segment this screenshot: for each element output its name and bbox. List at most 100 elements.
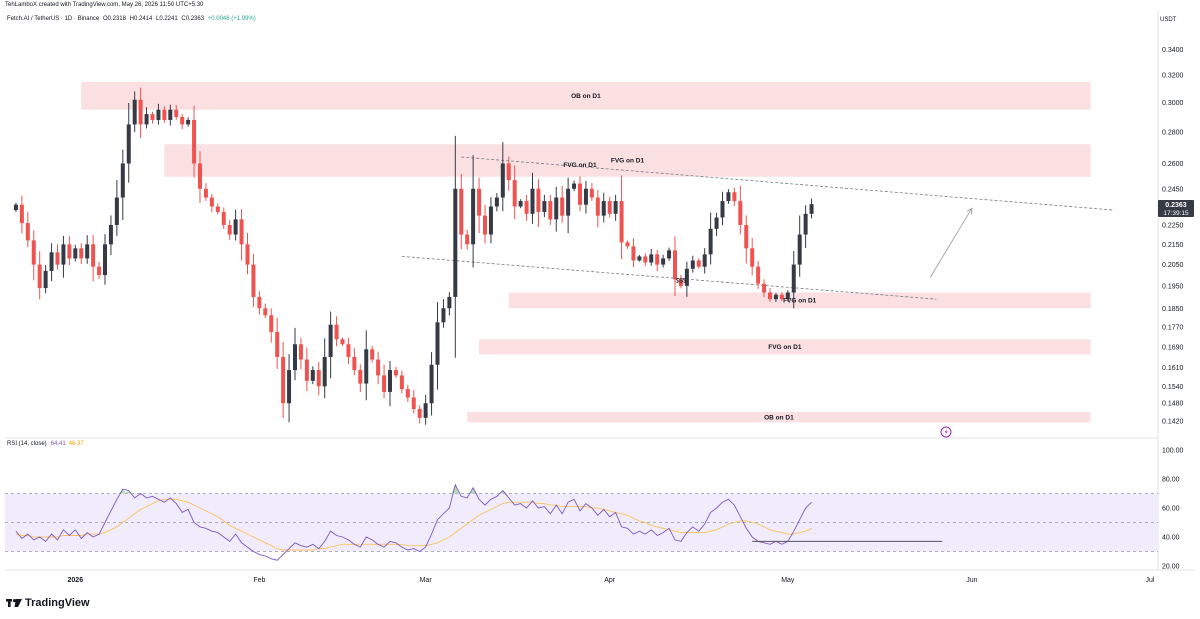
candle-52 (322, 356, 327, 387)
candle-53 (328, 324, 333, 357)
price-axis[interactable]: 0.1420 0.1480 0.1540 0.1610 0.1690 0.1770 0.18… (1162, 47, 1184, 426)
zone-label-3: FVG on D1 (768, 344, 802, 351)
candle-105 (637, 256, 642, 261)
zone-label-1: FVG on D1 (611, 158, 645, 165)
zone-label-2: FVG on D1 (783, 298, 817, 305)
candles-layer[interactable] (13, 87, 814, 425)
candle-113 (684, 268, 689, 286)
chart-credit: TehLamboX created with TradingView.com, … (5, 2, 204, 8)
candle-75 (459, 188, 464, 235)
candle-35 (221, 211, 226, 225)
candle-63 (388, 370, 392, 392)
time-tick-3: Apr (604, 577, 616, 584)
candle-89 (542, 201, 547, 212)
candle-92 (560, 197, 565, 216)
candle-38 (239, 219, 244, 245)
candle-56 (346, 344, 351, 357)
candle-60 (370, 349, 375, 360)
candle-123 (744, 224, 749, 249)
candle-25 (162, 109, 167, 120)
candle-29 (186, 119, 191, 125)
candle-3 (31, 240, 36, 265)
rsi-tick-4: 20.00 (1162, 564, 1180, 571)
zone-label-0: OB on D1 (571, 93, 601, 100)
candle-55 (340, 339, 345, 345)
price-tick-7: 0.1950 (1162, 283, 1184, 290)
candle-98 (595, 197, 600, 216)
rsi-line (15, 483, 812, 561)
time-axis[interactable]: 2026 Feb Mar Apr May Jun Jul (68, 577, 1155, 584)
candle-43 (269, 315, 274, 332)
candle-128 (773, 294, 778, 300)
candle-0 (13, 204, 18, 211)
candle-22 (144, 114, 149, 125)
price-tick-15: 0.3000 (1162, 100, 1184, 107)
liquidity-annotation: $$$ (676, 278, 687, 285)
candle-85 (518, 201, 523, 207)
tradingview-brand[interactable]: TradingView (6, 597, 90, 609)
candle-8 (61, 244, 66, 265)
candle-76 (465, 234, 470, 245)
candle-9 (67, 244, 72, 259)
candle-99 (601, 201, 606, 216)
symbol-name[interactable]: Fetch.AI / TetherUS · 1D · Binance (7, 16, 100, 22)
symbol-legend[interactable]: Fetch.AI / TetherUS · 1D · Binance O0.23… (7, 16, 258, 22)
zone-label-4: OB on D1 (764, 414, 794, 421)
candle-16 (108, 224, 113, 245)
current-price: 0.2363 (1165, 202, 1187, 209)
rsi-legend[interactable]: RSI (14, close) 64.41 46.37 (7, 441, 84, 447)
candle-65 (399, 375, 404, 390)
candle-5 (43, 270, 48, 289)
candle-96 (583, 188, 588, 205)
candle-7 (55, 252, 60, 265)
candle-95 (578, 183, 582, 205)
ohlc-open: O0.2318 (102, 16, 126, 22)
candle-11 (79, 248, 84, 259)
flash-icon[interactable] (940, 426, 952, 438)
candle-106 (643, 256, 648, 263)
candle-124 (750, 248, 755, 267)
candle-42 (263, 308, 268, 316)
candle-10 (73, 248, 78, 259)
rsi-tick-0: 100.00 (1162, 448, 1184, 455)
candle-12 (85, 244, 90, 259)
trendline-2 (929, 208, 973, 278)
rsi-panel[interactable]: 100.00 80.00 60.00 40.00 20.00 (5, 448, 1184, 571)
candle-94 (572, 183, 577, 189)
trendline-0 (461, 156, 1115, 211)
candle-134 (809, 204, 814, 214)
candle-17 (114, 197, 119, 225)
candle-2 (25, 223, 30, 241)
price-tick-1: 0.1480 (1162, 401, 1184, 408)
candle-19 (126, 124, 131, 164)
brand-name: TradingView (25, 597, 90, 609)
price-tick-3: 0.1610 (1162, 365, 1184, 372)
price-tick-12: 0.2450 (1162, 186, 1184, 193)
candle-24 (156, 109, 161, 120)
trendlines-layer (401, 156, 1115, 300)
candle-100 (607, 201, 612, 214)
price-tick-6: 0.1850 (1162, 306, 1184, 313)
zone-label-top-fvg: FVG on D1 (563, 162, 597, 169)
rsi-title: RSI (14, close) (7, 441, 47, 447)
candle-68 (417, 409, 422, 418)
candle-86 (524, 201, 529, 214)
candle-36 (227, 224, 232, 235)
candle-66 (405, 389, 410, 398)
candle-125 (756, 266, 761, 284)
price-tick-5: 0.1770 (1162, 325, 1184, 332)
candle-14 (97, 266, 102, 276)
current-price-tag: 0.2363 17:39:15 (1158, 200, 1194, 217)
candle-69 (423, 403, 428, 418)
candle-116 (702, 254, 707, 267)
candle-54 (334, 324, 339, 340)
candle-131 (791, 264, 796, 293)
zone-labels-layer: OB on D1 FVG on D1 FVG on D1 FVG on D1 OB on… (563, 93, 816, 421)
candle-49 (304, 359, 309, 381)
candle-112 (678, 279, 683, 286)
candle-80 (488, 206, 493, 235)
candle-15 (103, 244, 107, 276)
candle-109 (661, 258, 666, 265)
price-tick-8: 0.2050 (1162, 262, 1184, 269)
